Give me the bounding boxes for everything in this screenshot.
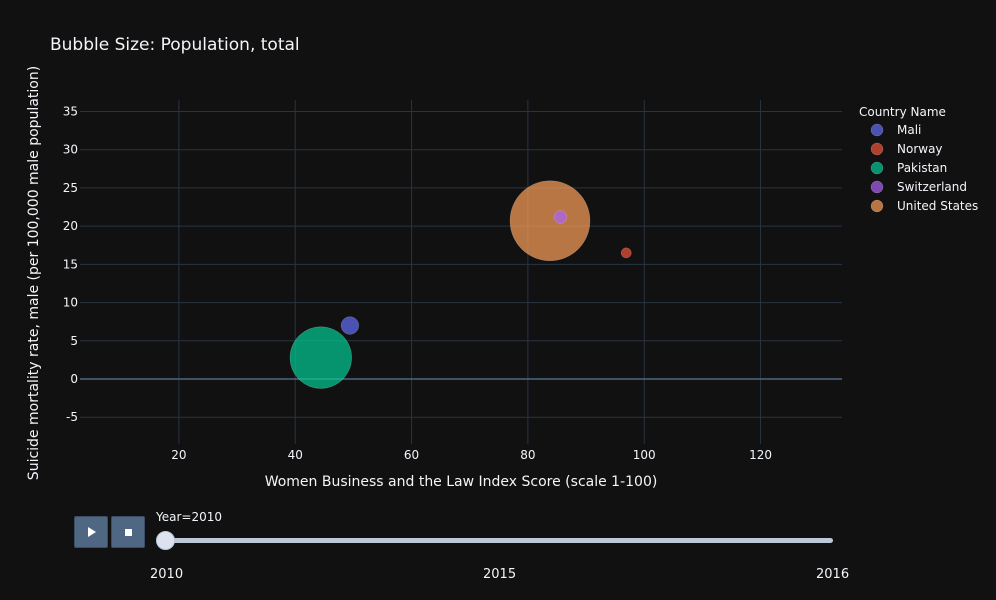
legend-item[interactable]: Mali [870, 123, 921, 137]
legend-label: Mali [897, 123, 921, 137]
legend-label: Pakistan [897, 161, 947, 175]
legend-item[interactable]: Switzerland [870, 180, 967, 194]
grid [80, 100, 842, 444]
slider-step-label[interactable]: 2010 [150, 567, 184, 582]
bubble-pakistan[interactable] [289, 326, 352, 389]
legend-item[interactable]: Norway [870, 142, 943, 156]
slider-step-label[interactable]: 2016 [816, 567, 850, 582]
legend-item[interactable]: United States [870, 199, 978, 213]
x-axis-title: Women Business and the Law Index Score (… [265, 474, 658, 490]
legend-marker [870, 161, 884, 175]
legend-marker [870, 123, 884, 137]
bubble-switzerland[interactable] [553, 210, 568, 224]
x-tick-label: 120 [749, 448, 772, 462]
y-axis-title: Suicide mortality rate, male (per 100,00… [26, 66, 42, 480]
legend-title: Country Name [859, 105, 946, 119]
y-tick-label: 0 [70, 372, 78, 386]
legend-label: Switzerland [897, 180, 967, 194]
y-tick-label: 35 [63, 104, 78, 118]
stop-button[interactable] [111, 516, 145, 548]
axis-ticks: 20 40 60 80 100 120 -5 0 5 10 15 20 25 30 35 [63, 104, 772, 462]
legend-label: Norway [897, 142, 943, 156]
legend[interactable]: Mali Norway Pakistan Switzerland United Stat… [870, 123, 978, 213]
legend-marker [870, 142, 884, 156]
x-tick-label: 20 [171, 448, 186, 462]
y-tick-label: 20 [63, 219, 78, 233]
play-button[interactable] [74, 516, 108, 548]
bubble-united-states[interactable] [509, 180, 591, 262]
slider-track[interactable] [163, 538, 833, 543]
y-tick-label: 25 [63, 181, 78, 195]
legend-marker [870, 180, 884, 194]
play-icon [88, 527, 96, 537]
x-tick-label: 80 [520, 448, 535, 462]
legend-label: United States [897, 199, 978, 213]
slider-current-label: Year=2010 [156, 510, 222, 524]
y-tick-label: -5 [66, 410, 78, 424]
bubble-mali[interactable] [340, 316, 359, 335]
y-tick-label: 15 [63, 257, 78, 271]
plot-area[interactable] [289, 180, 632, 389]
y-tick-label: 5 [70, 334, 78, 348]
bubble-norway[interactable] [620, 247, 632, 259]
y-tick-label: 30 [63, 143, 78, 157]
slider-handle[interactable] [156, 531, 175, 550]
legend-item[interactable]: Pakistan [870, 161, 947, 175]
x-tick-label: 60 [404, 448, 419, 462]
x-tick-label: 100 [633, 448, 656, 462]
chart-title: Bubble Size: Population, total [50, 35, 300, 55]
legend-marker [870, 199, 884, 213]
y-tick-label: 10 [63, 296, 78, 310]
x-tick-label: 40 [288, 448, 303, 462]
slider-step-label[interactable]: 2015 [483, 567, 517, 582]
stop-icon [124, 528, 132, 536]
